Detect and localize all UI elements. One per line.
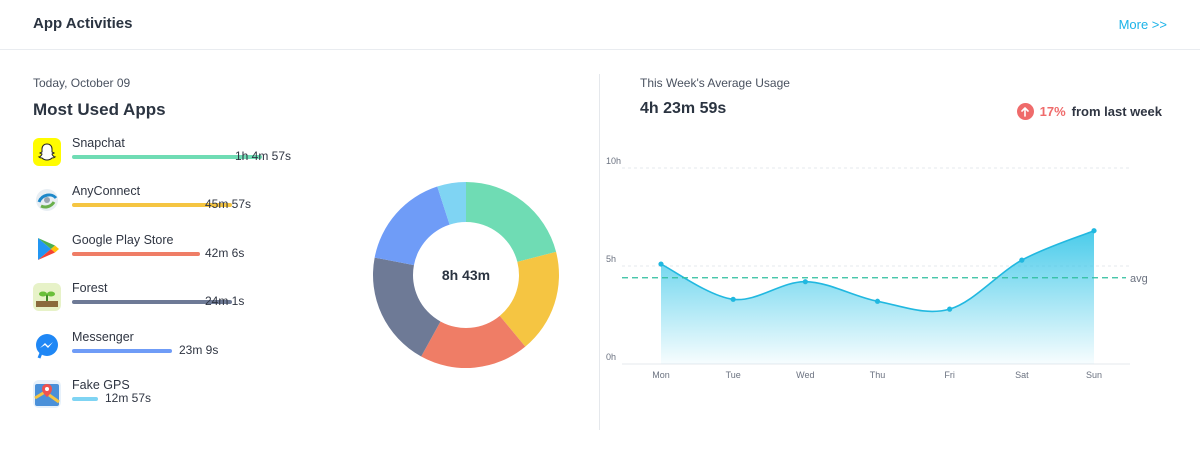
app-row-google-play[interactable]: Google Play Store 42m 6s — [33, 233, 353, 273]
panel-divider — [599, 74, 600, 430]
donut-slice-google-play-store — [421, 315, 526, 368]
app-row-fake-gps[interactable]: Fake GPS 12m 57s — [33, 378, 353, 418]
data-point — [947, 306, 953, 312]
donut-chart — [373, 182, 559, 368]
snapchat-icon — [33, 138, 61, 166]
x-tick-label: Fri — [944, 370, 955, 380]
change-text: from last week — [1071, 104, 1162, 119]
data-point — [658, 261, 664, 267]
donut-slice-anyconnect — [499, 251, 559, 347]
average-label: avg — [1130, 273, 1148, 285]
usage-area — [661, 230, 1094, 364]
x-tick-label: Wed — [796, 370, 814, 380]
forest-icon — [33, 283, 61, 311]
app-name: AnyConnect — [72, 184, 141, 198]
y-tick-label: 5h — [606, 254, 616, 264]
card-header: App Activities More >> — [0, 0, 1200, 50]
arrow-up-icon — [1016, 103, 1034, 120]
usage-bar — [72, 397, 98, 401]
donut-slice-forest — [373, 257, 441, 357]
anyconnect-icon — [33, 186, 61, 214]
data-point — [1091, 228, 1097, 234]
usage-bar — [72, 252, 200, 256]
usage-bar — [72, 300, 232, 304]
app-name: Forest — [72, 281, 108, 295]
today-date: Today, October 09 — [33, 76, 131, 90]
change-indicator: 17% from last week — [1016, 103, 1162, 120]
more-link[interactable]: More >> — [1118, 17, 1167, 32]
usage-bar — [72, 155, 262, 159]
app-name: Fake GPS — [72, 378, 130, 392]
data-point — [1019, 257, 1025, 263]
data-point — [730, 296, 736, 302]
data-point — [802, 279, 808, 285]
donut-slice-snapchat — [466, 182, 557, 262]
donut-slice-messenger — [374, 186, 450, 266]
x-tick-label: Thu — [870, 370, 886, 380]
app-row-messenger[interactable]: Messenger 23m 9s — [33, 330, 353, 370]
donut-total: 8h 43m — [441, 267, 491, 283]
usage-bar — [72, 203, 232, 207]
week-label: This Week's Average Usage — [640, 76, 790, 90]
usage-bar — [72, 349, 172, 353]
app-name: Messenger — [72, 330, 134, 344]
change-percent: 17% — [1039, 104, 1066, 119]
usage-time: 12m 57s — [105, 391, 152, 405]
donut-slice-fake-gps — [437, 182, 466, 225]
week-average-value: 4h 23m 59s — [640, 100, 727, 117]
usage-time: 45m 57s — [205, 197, 252, 211]
usage-time: 24m 1s — [205, 294, 245, 308]
google-play-icon — [33, 235, 61, 263]
x-tick-label: Sat — [1015, 370, 1029, 380]
usage-time: 1h 4m 57s — [235, 149, 292, 163]
app-row-forest[interactable]: Forest 24m 1s — [33, 281, 353, 321]
usage-time: 23m 9s — [179, 343, 219, 357]
x-tick-label: Mon — [652, 370, 670, 380]
x-tick-label: Sun — [1086, 370, 1102, 380]
card-title: App Activities — [33, 15, 133, 32]
app-name: Snapchat — [72, 136, 125, 150]
y-tick-label: 10h — [606, 156, 621, 166]
usage-donut: 8h 43m — [372, 181, 560, 369]
messenger-icon — [33, 332, 61, 360]
most-used-heading: Most Used Apps — [33, 100, 166, 119]
data-point — [874, 298, 881, 304]
app-row-snapchat[interactable]: Snapchat 1h 4m 57s — [33, 136, 353, 176]
fake-gps-icon — [33, 380, 61, 408]
y-tick-label: 0h — [606, 352, 616, 362]
usage-time: 42m 6s — [205, 246, 245, 260]
app-name: Google Play Store — [72, 233, 174, 247]
x-tick-label: Tue — [726, 370, 741, 380]
app-row-anyconnect[interactable]: AnyConnect 45m 57s — [33, 184, 353, 224]
